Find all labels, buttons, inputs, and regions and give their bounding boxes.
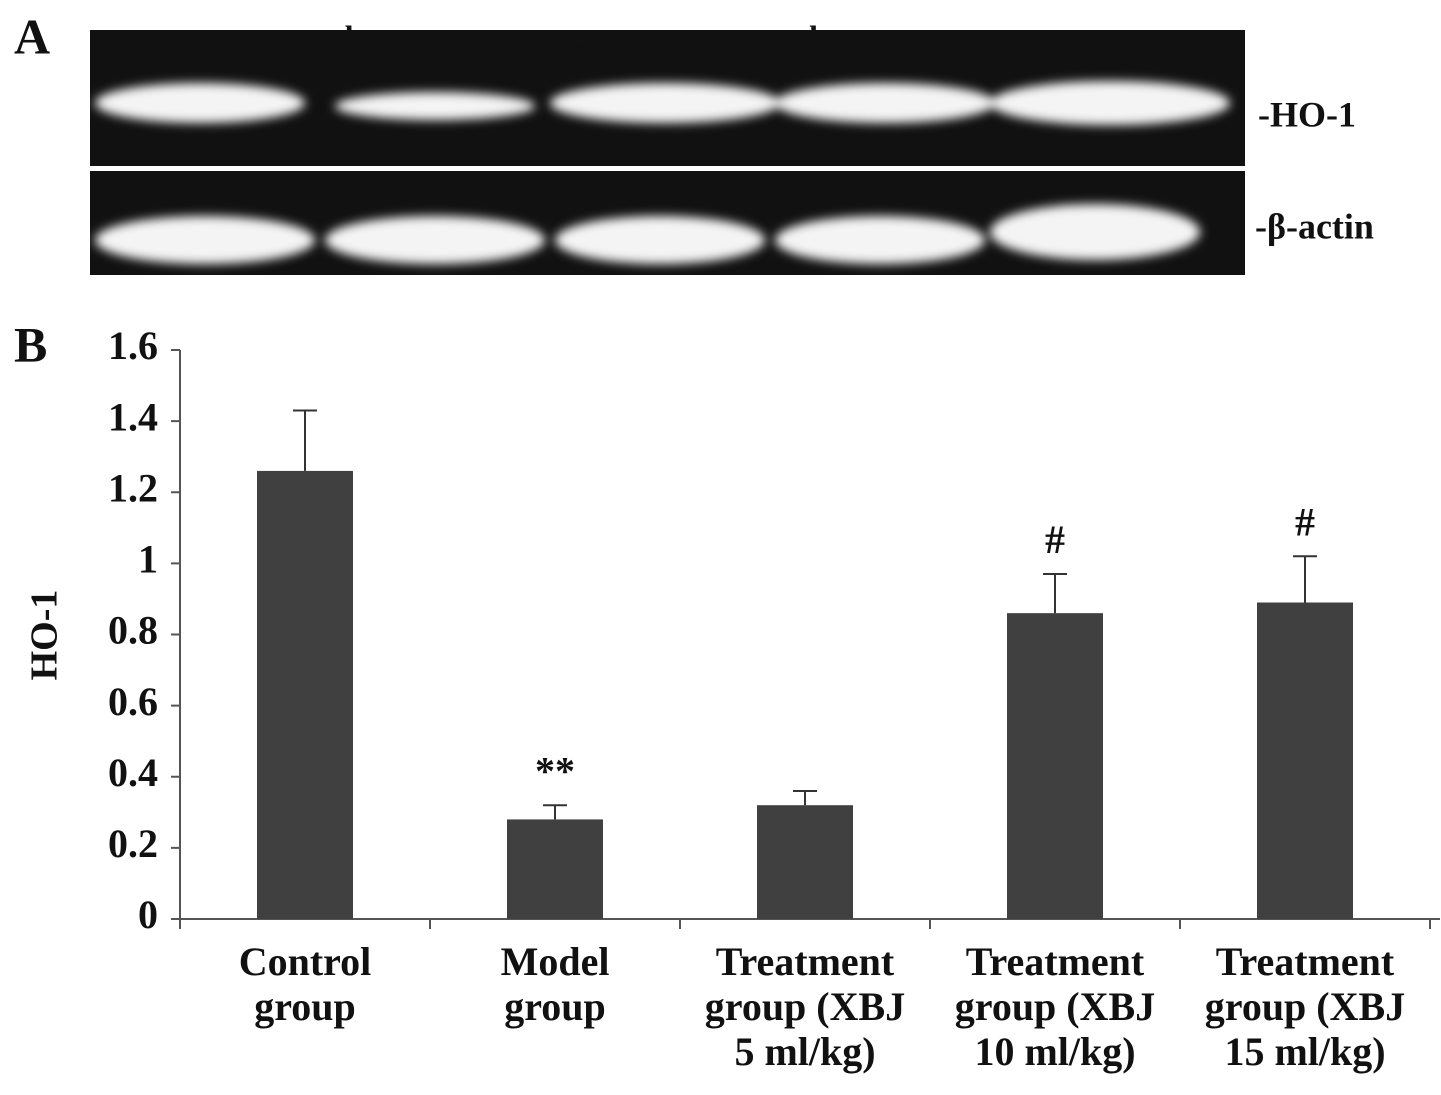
x-tick-label: Treatment group (XBJ 15 ml/kg) xyxy=(1204,939,1406,1074)
lane-label: b xyxy=(345,18,363,54)
y-tick-label: 0.2 xyxy=(108,821,158,866)
bar xyxy=(757,805,853,919)
y-tick-label: 1.6 xyxy=(108,323,158,368)
bar xyxy=(507,819,603,919)
y-tick-label: 1.4 xyxy=(108,394,158,439)
panel-label: B xyxy=(14,316,47,372)
x-tick-label: Treatment group (XBJ 5 ml/kg) xyxy=(704,939,906,1074)
bar xyxy=(257,470,353,919)
x-tick-label: Model group xyxy=(500,939,610,1029)
x-tick-label: Control group xyxy=(238,939,372,1029)
lane-label: d xyxy=(800,18,818,54)
y-tick-label: 0.8 xyxy=(108,608,158,653)
bands xyxy=(95,81,1230,264)
band-label: -HO-1 xyxy=(1258,94,1356,134)
annotation: # xyxy=(1295,499,1315,544)
blot-gap xyxy=(90,166,1245,171)
y-tick-label: 0.6 xyxy=(108,679,158,724)
lane-label: e xyxy=(1015,18,1029,54)
y-tick-label: 0 xyxy=(138,892,158,937)
y-tick-label: 1.2 xyxy=(108,465,158,510)
lane-label: a xyxy=(110,18,126,54)
panel-label: A xyxy=(14,8,50,64)
annotation: # xyxy=(1045,517,1065,562)
bar xyxy=(1007,613,1103,919)
lane-label: c xyxy=(570,18,584,54)
x-tick-label: Treatment group (XBJ 10 ml/kg) xyxy=(954,939,1156,1074)
y-tick-label: 1 xyxy=(138,537,158,582)
y-tick-label: 0.4 xyxy=(108,750,158,795)
y-axis-label: HO-1 xyxy=(24,590,66,681)
annotation: ** xyxy=(535,748,575,793)
bar xyxy=(1257,602,1353,919)
band-label: -β-actin xyxy=(1255,206,1374,246)
